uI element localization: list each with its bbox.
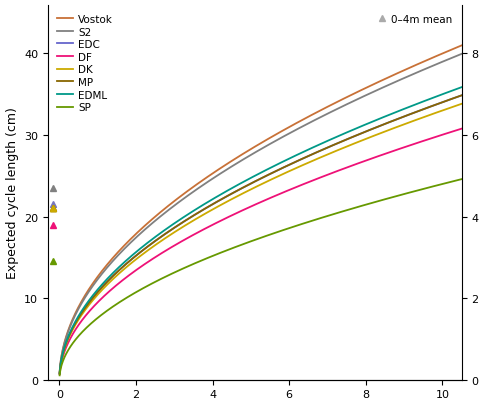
SP	[57, 373, 62, 378]
MP	[370, 127, 376, 132]
EDC	[333, 142, 339, 147]
DF	[98, 297, 104, 302]
Line: MP: MP	[60, 96, 462, 373]
MP	[459, 94, 465, 98]
DK	[57, 371, 62, 376]
SP	[459, 177, 465, 182]
S2	[234, 162, 240, 166]
SP	[333, 211, 339, 216]
Line: EDC: EDC	[60, 96, 462, 373]
EDML	[370, 119, 376, 124]
Vostok	[219, 165, 225, 170]
DF	[234, 211, 240, 216]
DF	[370, 156, 376, 161]
S2	[378, 87, 383, 92]
S2	[219, 171, 225, 175]
DK	[234, 195, 240, 200]
Line: Vostok: Vostok	[60, 46, 462, 373]
Line: S2: S2	[60, 55, 462, 373]
MP	[219, 197, 225, 202]
Line: EDML: EDML	[60, 88, 462, 373]
S2	[459, 52, 465, 57]
MP	[57, 371, 62, 376]
EDML	[234, 183, 240, 188]
EDML	[219, 192, 225, 196]
S2	[370, 90, 376, 95]
DK	[370, 134, 376, 139]
DF	[333, 170, 339, 175]
EDC	[370, 127, 376, 132]
SP	[370, 200, 376, 205]
Vostok	[234, 156, 240, 161]
Line: SP: SP	[60, 180, 462, 375]
Vostok	[370, 83, 376, 88]
DK	[333, 149, 339, 154]
MP	[333, 142, 339, 147]
S2	[57, 370, 62, 375]
SP	[98, 313, 104, 318]
SP	[378, 198, 383, 203]
DK	[459, 102, 465, 107]
Vostok	[459, 44, 465, 49]
DK	[98, 289, 104, 294]
Y-axis label: Expected cycle length (cm): Expected cycle length (cm)	[5, 107, 18, 278]
EDML	[98, 284, 104, 289]
MP	[378, 124, 383, 129]
Line: DK: DK	[60, 104, 462, 374]
Legend: 0–4m mean: 0–4m mean	[373, 11, 456, 29]
EDC	[98, 286, 104, 291]
EDML	[459, 85, 465, 90]
Vostok	[378, 79, 383, 84]
DK	[219, 202, 225, 207]
MP	[98, 286, 104, 291]
Vostok	[333, 101, 339, 106]
MP	[234, 189, 240, 194]
DF	[459, 127, 465, 132]
Vostok	[57, 370, 62, 375]
S2	[333, 108, 339, 113]
SP	[234, 245, 240, 249]
DF	[219, 218, 225, 223]
S2	[98, 273, 104, 278]
EDML	[378, 117, 383, 121]
EDC	[234, 189, 240, 194]
DF	[57, 372, 62, 377]
SP	[219, 250, 225, 255]
EDC	[378, 124, 383, 129]
EDML	[333, 136, 339, 141]
Line: DF: DF	[60, 129, 462, 374]
EDC	[57, 371, 62, 376]
EDC	[459, 94, 465, 98]
DK	[378, 132, 383, 136]
DF	[378, 153, 383, 158]
EDML	[57, 371, 62, 376]
EDC	[219, 197, 225, 202]
Vostok	[98, 271, 104, 275]
